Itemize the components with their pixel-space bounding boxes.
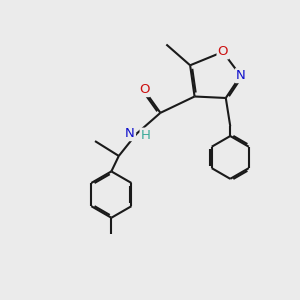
Text: N: N	[236, 69, 245, 82]
Text: N: N	[125, 127, 135, 140]
Text: O: O	[218, 45, 228, 58]
Text: O: O	[139, 83, 149, 96]
Text: H: H	[141, 129, 151, 142]
